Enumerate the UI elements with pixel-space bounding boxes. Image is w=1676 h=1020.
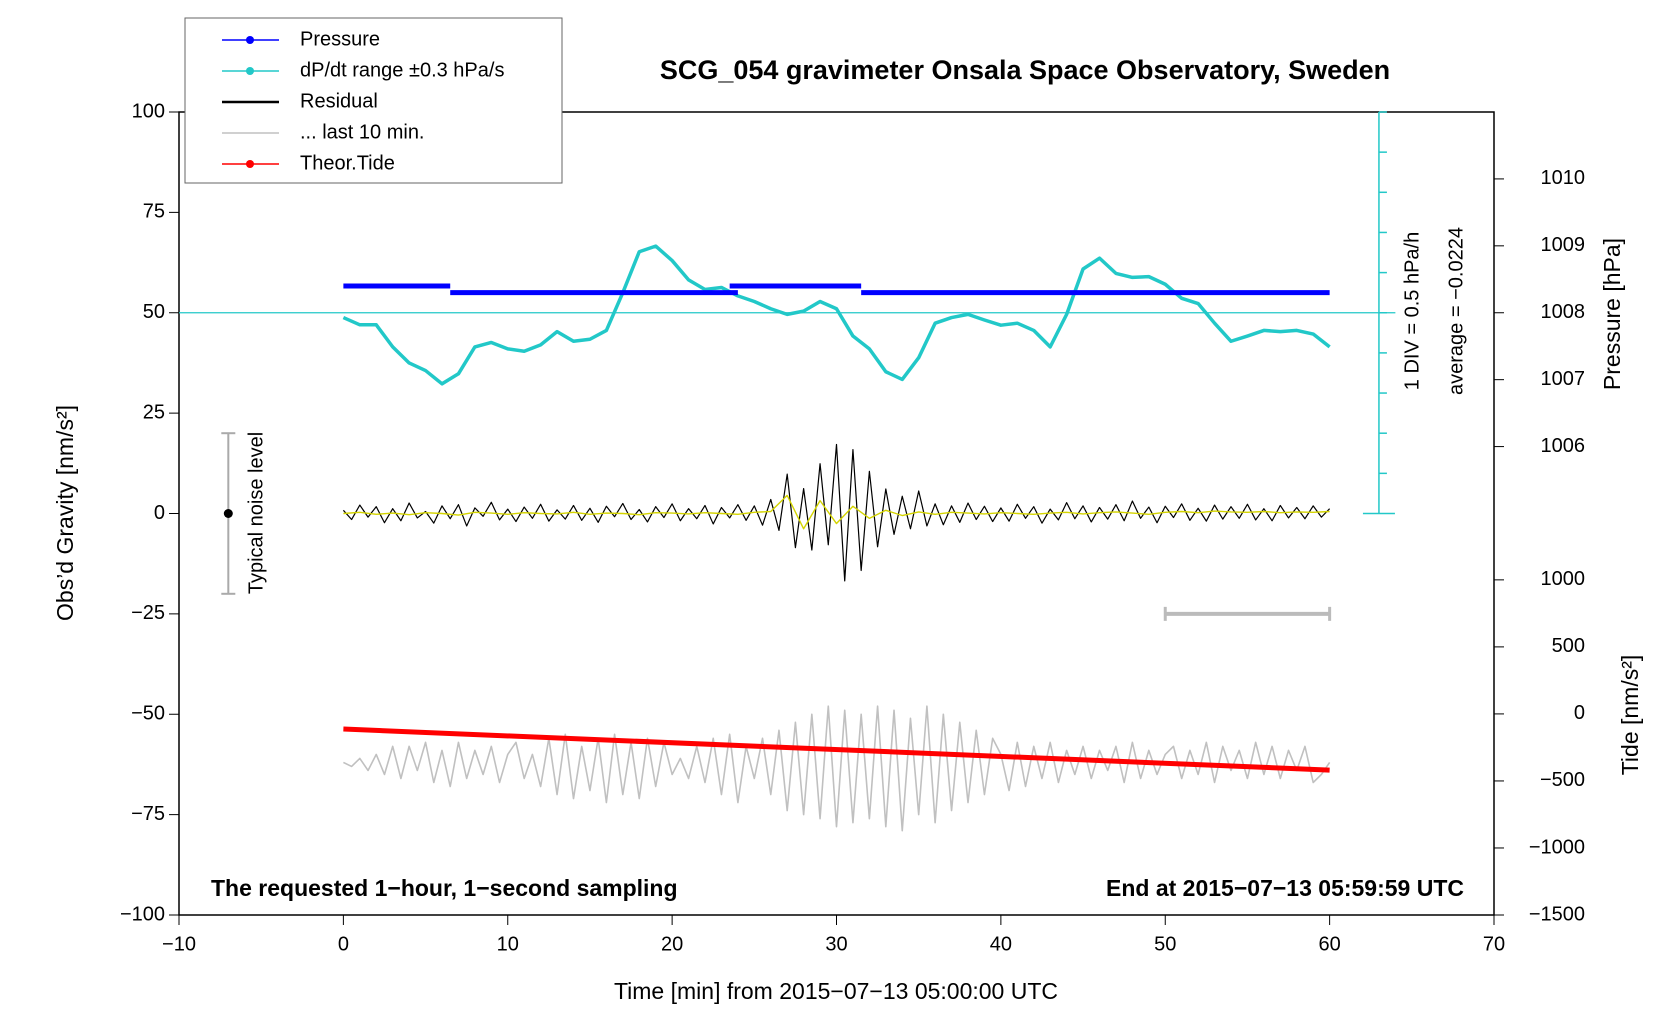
y-tick-label: −25 bbox=[131, 602, 165, 624]
y-tick-label: 100 bbox=[132, 100, 165, 122]
y3-axis-label: Tide [nm/s²] bbox=[1617, 655, 1643, 776]
annotation: The requested 1−hour, 1−second sampling bbox=[211, 875, 678, 901]
x-tick-label: 40 bbox=[990, 933, 1012, 955]
scale-label: 1 DIV = 0.5 hPa/h bbox=[1401, 232, 1423, 390]
y2-tick-label: 1006 bbox=[1541, 435, 1586, 457]
y-tick-label: −100 bbox=[120, 903, 165, 925]
y2-axis-label: Pressure [hPa] bbox=[1599, 238, 1625, 390]
y2-tick-label: 1008 bbox=[1541, 301, 1586, 323]
series-line bbox=[343, 705, 1331, 832]
y3-tick-label: −1000 bbox=[1529, 836, 1585, 858]
legend-marker bbox=[246, 36, 254, 44]
y-tick-label: 0 bbox=[154, 502, 165, 524]
x-tick-label: 60 bbox=[1319, 933, 1341, 955]
y2-tick-label: 1009 bbox=[1541, 234, 1586, 256]
annotation: End at 2015−07−13 05:59:59 UTC bbox=[1106, 875, 1464, 901]
y-tick-label: −75 bbox=[131, 803, 165, 825]
legend-label: Pressure bbox=[300, 28, 380, 50]
x-tick-label: 0 bbox=[338, 933, 349, 955]
x-tick-label: 20 bbox=[661, 933, 683, 955]
y3-tick-label: 1000 bbox=[1541, 568, 1586, 590]
legend-label: Theor.Tide bbox=[300, 152, 395, 174]
x-tick-label: 10 bbox=[497, 933, 519, 955]
x-axis-label: Time [min] from 2015−07−13 05:00:00 UTC bbox=[614, 978, 1058, 1004]
noise-dot bbox=[223, 509, 233, 518]
series-line bbox=[343, 494, 1330, 530]
legend-label: dP/dt range ±0.3 hPa/s bbox=[300, 59, 504, 81]
y-tick-label: 75 bbox=[143, 201, 165, 223]
y-tick-label: 50 bbox=[143, 301, 165, 323]
y-tick-label: 25 bbox=[143, 401, 165, 423]
y3-tick-label: 500 bbox=[1552, 635, 1585, 657]
series-line bbox=[342, 443, 1331, 582]
legend-label: Residual bbox=[300, 90, 378, 112]
y2-tick-label: 1007 bbox=[1541, 368, 1586, 390]
noise-label: Typical noise level bbox=[245, 432, 267, 594]
x-tick-label: 30 bbox=[825, 933, 847, 955]
chart-title: SCG_054 gravimeter Onsala Space Observat… bbox=[660, 55, 1390, 85]
scale-label: average = −0.0224 bbox=[1445, 227, 1467, 395]
y3-tick-label: 0 bbox=[1574, 702, 1585, 724]
x-tick-label: −10 bbox=[162, 933, 196, 955]
series-line bbox=[343, 726, 1330, 773]
plot-frame bbox=[178, 111, 1495, 916]
series-line bbox=[342, 244, 1331, 386]
y-tick-label: −50 bbox=[131, 703, 165, 725]
y2-tick-label: 1010 bbox=[1541, 167, 1586, 189]
y-axis-label: Obs’d Gravity [nm/s²] bbox=[52, 405, 78, 621]
x-tick-label: 70 bbox=[1483, 933, 1505, 955]
legend-label: ... last 10 min. bbox=[300, 121, 425, 143]
y3-tick-label: −1500 bbox=[1529, 903, 1585, 925]
x-tick-label: 50 bbox=[1154, 933, 1176, 955]
y3-tick-label: −500 bbox=[1540, 769, 1585, 791]
legend-box bbox=[184, 17, 563, 184]
legend-marker bbox=[246, 67, 254, 75]
legend-marker bbox=[246, 160, 254, 168]
